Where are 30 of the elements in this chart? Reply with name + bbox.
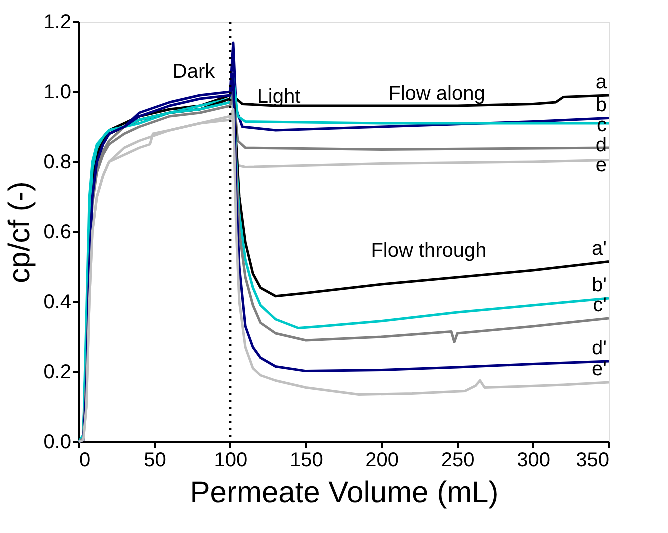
x-tick-label: 100 <box>214 450 248 472</box>
y-axis-title: cp/cf (-) <box>4 182 37 284</box>
y-tick-label: 1.2 <box>44 12 72 34</box>
x-tick-label: 350 <box>576 450 610 472</box>
x-tick-label: 50 <box>144 450 166 472</box>
series-label: b' <box>592 274 607 296</box>
series-label: d' <box>592 338 607 360</box>
annotation: Light <box>257 86 302 108</box>
series-label: e' <box>592 358 607 380</box>
y-tick-label: 0.4 <box>44 292 72 314</box>
series-label: a' <box>592 238 607 260</box>
annotation: Flow through <box>371 240 487 262</box>
series-label: b <box>596 94 607 116</box>
x-axis-title: Permeate Volume (mL) <box>190 476 499 510</box>
x-tick-label: 250 <box>441 450 475 472</box>
y-tick-label: 0.0 <box>44 432 72 454</box>
series-label: d <box>596 134 607 156</box>
series-label: c' <box>593 294 607 316</box>
x-tick-label: 150 <box>290 450 324 472</box>
series-label: e <box>596 154 607 176</box>
y-tick-label: 0.8 <box>44 152 72 174</box>
x-tick-label: 200 <box>366 450 400 472</box>
y-tick-label: 0.6 <box>44 222 72 244</box>
series-label: a <box>596 72 608 94</box>
x-tick-label: 0 <box>80 450 91 472</box>
annotation: Flow along <box>388 83 486 105</box>
annotation: Dark <box>172 61 216 83</box>
y-tick-label: 0.2 <box>44 362 72 384</box>
y-tick-label: 1.0 <box>44 82 72 104</box>
x-tick-label: 300 <box>517 450 550 472</box>
